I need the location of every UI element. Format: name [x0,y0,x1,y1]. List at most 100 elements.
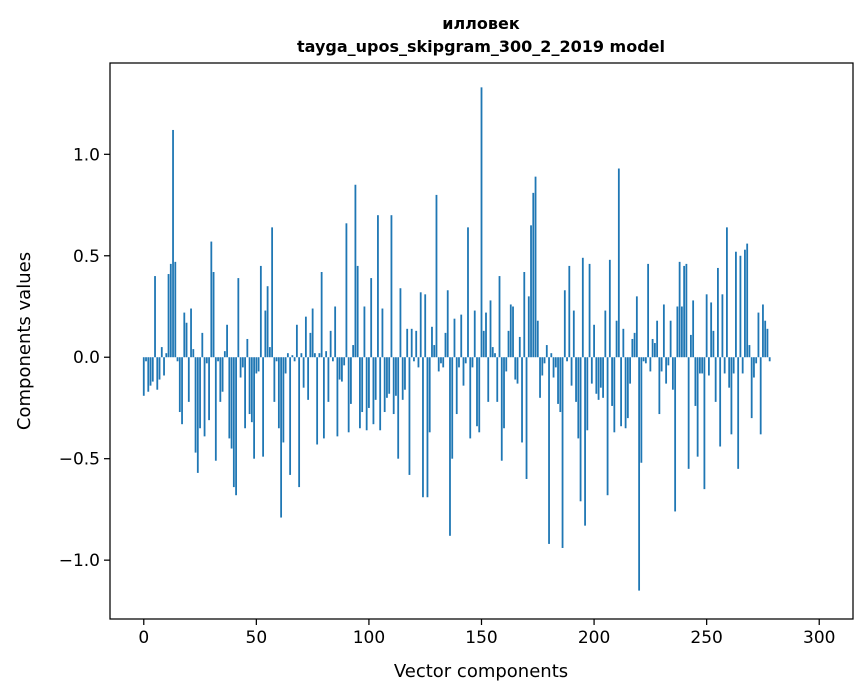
bar-67 [293,357,296,362]
bar-171 [527,296,530,358]
bar-49 [253,357,255,459]
bar-268 [746,243,749,358]
bar-199 [590,357,593,384]
bar-58 [273,357,276,402]
bar-202 [597,357,600,400]
bars-group [142,87,771,591]
bar-150 [480,87,483,358]
bar-276 [764,320,767,358]
bar-57 [271,227,274,358]
bar-42 [237,278,240,358]
bar-221 [640,357,643,463]
bar-134 [444,332,447,358]
bar-11 [167,274,170,358]
bar-89 [343,357,346,366]
bar-214 [624,357,627,429]
bar-258 [723,357,726,374]
bar-254 [714,357,717,402]
bar-216 [629,357,631,384]
bar-46 [246,338,249,358]
bar-136 [449,357,451,536]
bar-63 [284,357,287,374]
bar-95 [356,265,359,358]
bar-108 [386,357,388,398]
bar-143 [464,357,467,364]
bar-10 [165,353,168,358]
bar-261 [730,357,733,435]
bar-56 [268,347,271,358]
bar-141 [460,314,463,358]
bar-244 [692,300,695,358]
bar-97 [361,357,364,413]
bar-26 [201,332,204,358]
bar-225 [649,357,652,372]
bar-73 [307,357,310,400]
x-tick-label: 200 [578,628,610,648]
bar-113 [397,357,400,459]
bar-51 [257,357,260,372]
bar-217 [631,338,634,358]
bar-60 [277,357,280,429]
bar-6 [156,357,159,390]
bar-194 [579,357,582,502]
bar-164 [512,306,514,358]
bar-138 [453,318,456,358]
bar-262 [732,357,735,374]
bar-170 [525,357,528,479]
bar-102 [372,357,375,425]
bar-145 [469,357,472,439]
bar-96 [359,357,361,429]
bar-128 [431,326,433,358]
bar-155 [491,347,494,358]
y-tick-label: −1.0 [59,551,100,571]
bar-78 [318,353,321,358]
bar-41 [235,357,237,496]
bar-144 [467,227,469,358]
bar-255 [717,267,719,358]
y-axis: −1.0 −0.5 0.0 0.5 1.0 [59,145,110,571]
bar-250 [705,294,708,358]
bar-18 [183,312,186,358]
bar-198 [588,263,591,358]
bar-36 [223,351,226,358]
bar-107 [383,357,386,413]
bar-231 [662,304,665,358]
bar-5 [154,276,156,358]
bar-201 [595,357,598,394]
bar-190 [570,357,573,386]
bar-127 [428,357,431,433]
bar-9 [163,357,165,376]
bar-86 [336,357,339,437]
bar-241 [685,263,688,358]
bar-122 [417,357,420,368]
bar-25 [199,357,201,429]
bar-74 [309,332,312,358]
bar-85 [334,306,337,358]
bar-215 [626,357,629,419]
bar-234 [669,320,672,358]
bar-230 [660,357,663,372]
bar-151 [482,330,485,358]
bar-256 [719,357,722,447]
chart-title: илловек [442,14,520,33]
bar-115 [401,357,404,400]
bar-271 [753,357,755,378]
bar-185 [559,357,562,413]
bar-183 [554,357,557,368]
bar-68 [295,324,298,358]
bar-119 [410,328,413,358]
bar-222 [642,357,645,362]
bar-91 [347,357,350,433]
bar-120 [413,357,415,362]
bar-236 [674,357,677,512]
bar-188 [566,357,568,362]
bar-123 [419,292,422,358]
bar-182 [552,357,555,378]
bar-167 [518,336,521,358]
bar-65 [289,357,292,475]
bar-126 [426,357,429,498]
bar-146 [471,357,474,368]
bar-44 [241,357,244,368]
bar-191 [572,310,575,358]
